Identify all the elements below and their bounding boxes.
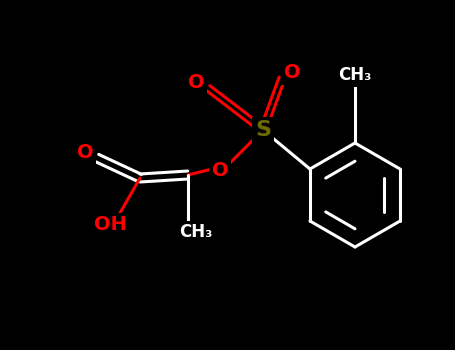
Text: O: O [187, 74, 204, 92]
Text: O: O [212, 161, 228, 180]
Text: CH₃: CH₃ [339, 66, 372, 84]
Text: OH: OH [94, 216, 126, 234]
Text: CH₃: CH₃ [179, 223, 212, 241]
Text: O: O [77, 144, 93, 162]
Text: O: O [283, 63, 300, 83]
Text: S: S [255, 120, 271, 140]
